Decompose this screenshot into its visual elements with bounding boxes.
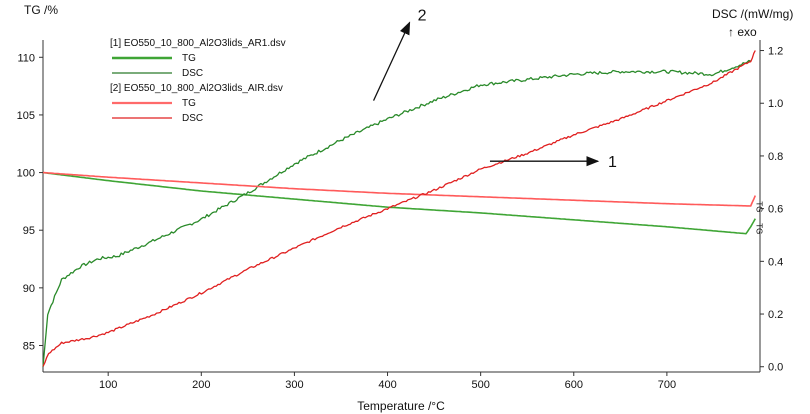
curve-end-label: TG	[754, 223, 763, 234]
series-line-3	[42, 171, 757, 207]
x-tick-label: 400	[378, 379, 396, 391]
legend: [1] EO550_10_800_Al2O3lids_AR1.dsv TG DSC […	[110, 38, 286, 124]
y-left-tick-label: 85	[23, 340, 35, 352]
plot-area	[42, 40, 761, 373]
y-right-tick-label: 0.8	[768, 151, 783, 163]
legend-entry-label: TG	[182, 98, 196, 109]
legend-entry-label: TG	[182, 53, 196, 64]
series-line-2	[42, 59, 751, 367]
annotation-label-1: 1	[608, 154, 617, 171]
x-tick-label: 200	[192, 379, 210, 391]
legend-file-name: [1] EO550_10_800_Al2O3lids_AR1.dsv	[110, 38, 286, 49]
axis-ticks: 100 200 300 400 500 600 700 85 90 95 100 105 110 0.0 0…	[17, 46, 784, 391]
x-tick-label: 600	[565, 379, 583, 391]
y-left-tick-label: 90	[23, 283, 35, 295]
y-right-tick-label: 0.2	[768, 309, 783, 321]
legend-entry-label: DSC	[182, 113, 203, 124]
y-right-axis-label: DSC /(mW/mg)	[712, 7, 793, 21]
y-left-tick-label: 100	[17, 168, 35, 180]
y-right-tick-label: 1.0	[768, 98, 783, 110]
y-left-axis-label: TG /%	[24, 3, 58, 17]
legend-file-name: [2] EO550_10_800_Al2O3lids_AIR.dsv	[110, 83, 283, 94]
annotation-label-2: 2	[418, 8, 427, 25]
series-line-4	[42, 50, 756, 367]
x-axis-label: Temperature /°C	[357, 399, 445, 413]
x-tick-label: 100	[99, 379, 117, 391]
y-left-tick-label: 105	[17, 110, 35, 122]
y-right-tick-label: 0.4	[768, 256, 783, 268]
annotations: 21	[372, 8, 617, 171]
annotation-arrow-2	[372, 21, 411, 101]
x-tick-label: 300	[285, 379, 303, 391]
series-line-1	[42, 171, 756, 235]
curve-end-label: TG	[754, 201, 763, 212]
y-left-tick-label: 110	[17, 52, 35, 64]
x-tick-label: 700	[658, 379, 676, 391]
x-tick-label: 500	[471, 379, 489, 391]
y-left-tick-label: 95	[23, 225, 35, 237]
y-right-tick-label: 0.6	[768, 204, 783, 216]
legend-entry-label: DSC	[182, 68, 203, 79]
exo-indicator: ↑ exo	[728, 25, 757, 39]
y-right-tick-label: 0.0	[768, 362, 783, 374]
data-curves: TG TG	[42, 50, 763, 367]
y-right-tick-label: 1.2	[768, 46, 783, 58]
